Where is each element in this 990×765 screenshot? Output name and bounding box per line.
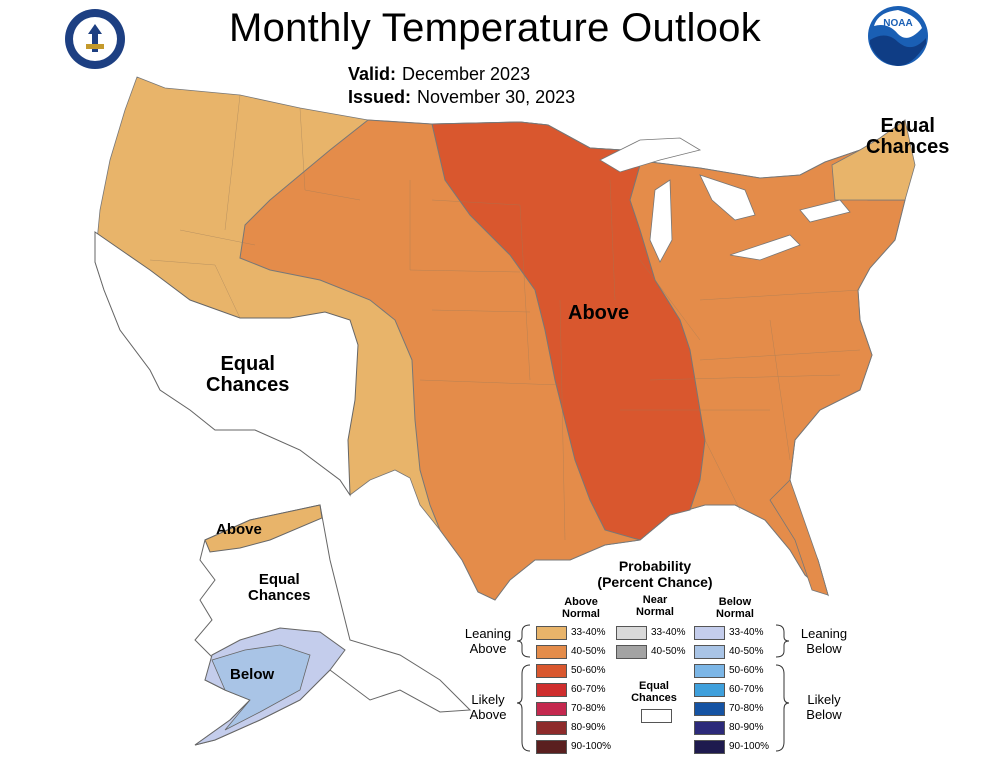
issue-info: Valid: December 2023 Issued: November 30, … <box>348 63 575 109</box>
region-label-alaska-below: Below <box>230 666 275 683</box>
florida <box>769 479 829 596</box>
issued-value: November 30, 2023 <box>417 87 576 107</box>
region-label-alaska-ec: Equal Chances <box>248 572 311 604</box>
ec-ne-line1: Equal <box>880 115 935 137</box>
region-label-above: Above <box>568 302 630 324</box>
noaa-logo-icon: NOAA <box>868 6 928 66</box>
region-label-ec-southwest: Equal Chances <box>206 354 289 396</box>
commerce-seal-icon <box>65 9 125 69</box>
region-label-ec-northeast: Equal Chances <box>866 116 949 158</box>
ec-sw-line2: Chances <box>206 374 290 396</box>
ec-ne-line2: Chances <box>866 136 950 158</box>
great-lakes <box>599 137 851 263</box>
noaa-text: NOAA <box>883 18 912 29</box>
map-title: Monthly Temperature Outlook <box>228 6 762 50</box>
northeast-lean-region <box>831 119 916 201</box>
southwest-equal-chances-region <box>94 231 359 497</box>
issued-label: Issued: <box>348 87 412 107</box>
ak-ec-line1: Equal <box>258 571 300 588</box>
region-label-alaska-above: Above <box>216 521 262 538</box>
state-boundaries <box>149 94 861 541</box>
ec-sw-line1: Equal <box>220 353 275 375</box>
valid-label: Valid: <box>348 64 397 84</box>
valid-value: December 2023 <box>402 64 531 84</box>
alaska-below-40-50-region <box>211 644 311 731</box>
alaska-above-region <box>204 504 323 553</box>
ak-ec-line2: Chances <box>248 586 311 604</box>
